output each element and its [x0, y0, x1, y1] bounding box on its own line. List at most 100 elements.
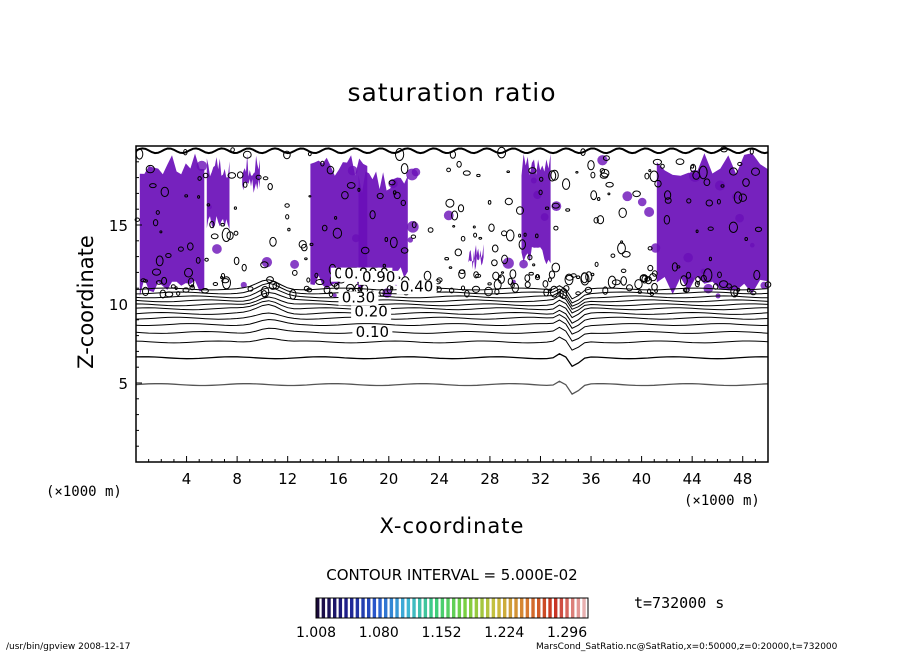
contour-blob	[145, 164, 155, 174]
contour-blob	[664, 190, 672, 200]
contour-line-0	[135, 380, 769, 395]
contour-blob	[746, 287, 751, 293]
contour-blob	[221, 278, 230, 284]
supersaturated-patch	[597, 155, 608, 166]
contour-blob	[584, 286, 593, 294]
contour-blob	[751, 167, 760, 176]
supersaturated-region-7	[468, 244, 484, 271]
contour-blob	[518, 233, 522, 238]
colorbar-strip	[440, 598, 445, 618]
supersaturated-patch	[347, 165, 358, 176]
contour-blob	[242, 181, 248, 188]
x-tick: 44	[683, 456, 702, 488]
contour-line-9	[135, 291, 769, 310]
contour-blob	[708, 256, 713, 262]
contour-blob	[260, 286, 270, 298]
contour-blob	[648, 169, 652, 173]
x-tick: 8	[232, 456, 242, 488]
contour-blob	[212, 282, 219, 286]
contour-blob	[283, 150, 291, 160]
contour-blob	[262, 176, 269, 181]
contour-blob	[267, 183, 273, 191]
contour-blob	[599, 168, 606, 174]
contour-blob	[634, 279, 643, 290]
contour-blob	[149, 183, 157, 189]
supersaturated-region-5	[206, 157, 230, 230]
contour-blob	[664, 197, 672, 204]
contour-blob	[206, 203, 211, 207]
contour-blob	[328, 291, 334, 297]
contour-blob	[176, 291, 181, 296]
contour-blob	[321, 224, 328, 232]
contour-blob	[539, 176, 544, 182]
colorbar-strip	[378, 598, 382, 618]
contour-blob	[152, 219, 159, 227]
contour-blob	[210, 233, 219, 240]
supersaturated-patch	[351, 234, 360, 243]
contour-blob	[605, 181, 614, 188]
contour-blob	[184, 267, 193, 278]
y-tick-label: 10	[109, 296, 128, 314]
contour-blob	[549, 285, 559, 298]
x-tick: 48	[733, 456, 752, 488]
contour-label: 0.90	[362, 268, 395, 286]
contour-blob	[177, 246, 184, 252]
colorbar-strip	[423, 598, 428, 618]
colorbar-strip	[446, 598, 450, 618]
contour-blob	[462, 170, 471, 176]
x-tick-label: 24	[430, 470, 449, 488]
contour-blob	[565, 208, 571, 212]
x-tick: 16	[329, 456, 348, 488]
contour-blob	[341, 191, 349, 200]
contour-blob	[607, 192, 611, 196]
contour-blob	[585, 271, 593, 283]
contour-blob	[236, 171, 244, 179]
contour-blob	[308, 195, 312, 198]
supersaturated-patch	[212, 244, 222, 254]
colorbar-strip	[321, 598, 326, 618]
x-tick: 40	[632, 456, 651, 488]
supersaturated-patch	[714, 180, 726, 191]
contour-blob	[620, 240, 624, 244]
contour-blob	[306, 277, 311, 283]
contour-blob	[314, 272, 319, 279]
contour-blob	[550, 169, 559, 181]
supersaturated-patch	[530, 177, 537, 184]
contour-blob	[444, 257, 450, 261]
contour-blob	[134, 217, 141, 222]
contour-blob	[360, 246, 370, 255]
contour-blob	[505, 229, 515, 242]
colorbar-strip	[412, 598, 416, 618]
time-label: t=732000 s	[634, 594, 725, 612]
supersaturated-patch	[622, 191, 633, 202]
contour-blob	[590, 272, 595, 277]
contour-blob	[478, 236, 483, 240]
contour-blob	[233, 206, 237, 210]
contour-blob	[621, 251, 631, 258]
x-tick-label: 40	[632, 470, 651, 488]
colorbar-strip	[520, 598, 524, 618]
colorbar-strip	[333, 598, 337, 618]
contour-blob	[376, 192, 384, 200]
contour-blob	[497, 274, 505, 284]
y-ticks: 5 10 15	[109, 161, 142, 447]
contour-blob	[686, 198, 692, 204]
colorbar-strip	[395, 598, 399, 618]
contour-blob	[676, 265, 681, 269]
contour-blob	[159, 289, 167, 299]
contour-blob	[187, 277, 195, 287]
colorbar-strip	[429, 598, 433, 618]
contour-label-bg	[351, 305, 392, 320]
colorbar-strip	[514, 598, 518, 618]
contour-blob	[230, 147, 235, 153]
contour-blob	[750, 290, 757, 296]
colorbar-strip	[401, 598, 405, 618]
contour-blob	[315, 279, 325, 285]
contour-blob	[220, 222, 225, 227]
contour-blob	[504, 197, 513, 206]
contour-blob	[637, 290, 642, 294]
colorbar-tick-label: 1.152	[421, 625, 461, 641]
contour-blob	[427, 227, 434, 233]
contour-blob	[451, 210, 459, 221]
